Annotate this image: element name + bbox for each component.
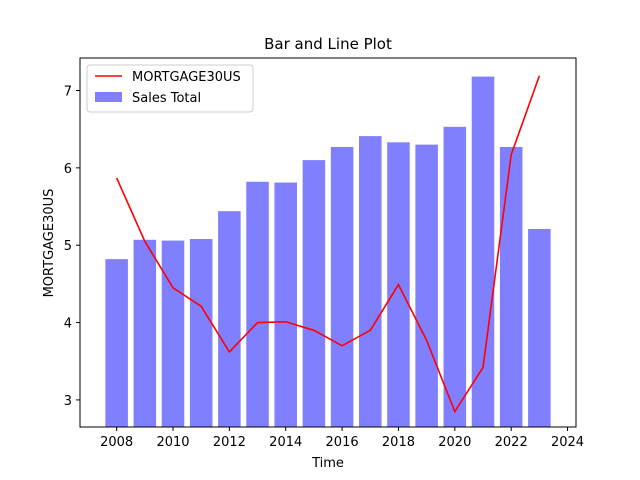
x-tick-label: 2022	[495, 435, 528, 450]
line-series-mortgage30us	[115, 75, 541, 414]
y-tick-label: 3	[64, 394, 72, 409]
x-tick-label: 2010	[156, 435, 189, 450]
y-tick-label: 4	[64, 317, 72, 332]
y-axis-label: MORTGAGE30US	[42, 189, 57, 298]
x-tick-label: 2012	[213, 435, 246, 450]
x-tick-label: 2014	[269, 435, 302, 450]
bar-2015	[302, 160, 326, 427]
y-tick-label: 5	[64, 239, 72, 254]
x-tick-label: 2024	[551, 435, 584, 450]
plot-frame	[79, 57, 577, 428]
bar-2010	[161, 240, 185, 427]
x-tick-label: 2020	[438, 435, 471, 450]
y-tick-label: 6	[64, 162, 72, 177]
x-axis-ticks: 2008 2010 2012 2014 2016 2018 2020 2022 2024	[100, 427, 584, 450]
x-tick-label: 2018	[382, 435, 415, 450]
bar-2014	[274, 182, 297, 427]
legend-box	[86, 64, 254, 113]
legend-label-sales-total: Sales Total	[132, 91, 201, 106]
bar-series	[105, 76, 551, 428]
bar-2011	[189, 239, 213, 427]
bar-2022	[499, 146, 523, 427]
bar-2021	[471, 76, 495, 427]
bar-2012	[218, 211, 241, 427]
y-axis-ticks: 3 4 5 6 7	[64, 84, 80, 409]
bar-2020	[443, 126, 467, 427]
x-tick-label: 2008	[100, 435, 133, 450]
bar-2016	[330, 146, 354, 427]
bar-2008	[105, 259, 128, 427]
bar-2017	[359, 136, 382, 427]
bar-2023	[528, 228, 551, 427]
x-axis-label: Time	[311, 456, 344, 471]
legend-label-mortgage30us: MORTGAGE30US	[132, 70, 241, 85]
chart-title: Bar and Line Plot	[264, 35, 392, 53]
bar-2019	[415, 144, 438, 427]
bar-2009	[133, 239, 157, 427]
legend-swatch-bar	[95, 92, 122, 102]
y-tick-label: 7	[64, 84, 72, 99]
bar-2013	[246, 181, 269, 427]
legend: MORTGAGE30US Sales Total	[86, 64, 254, 113]
x-tick-label: 2016	[326, 435, 359, 450]
